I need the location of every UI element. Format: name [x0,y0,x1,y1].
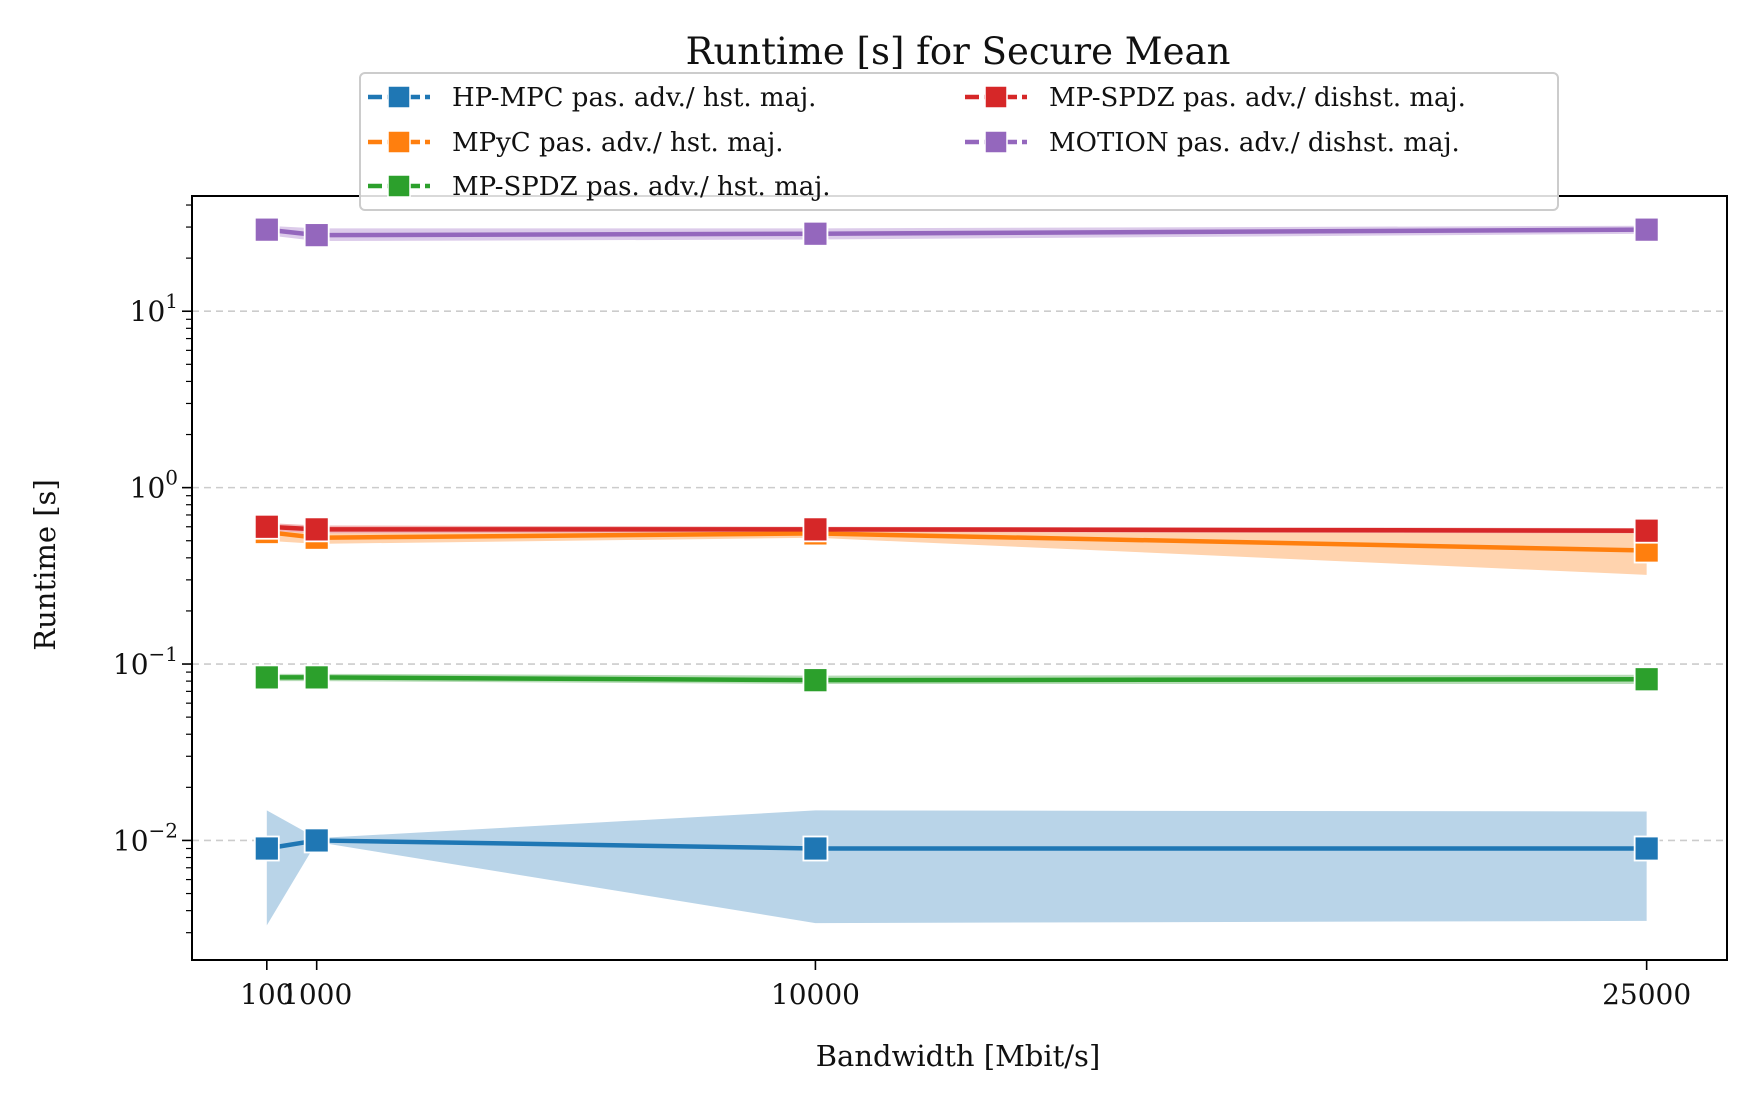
data-point [1633,216,1660,243]
series-line [266,524,1647,533]
y-axis-label: Runtime [s] [28,479,62,651]
series-markers [253,216,1660,862]
data-point [802,220,829,247]
legend-label: HP-MPC pas. adv./ hst. maj. [452,83,816,113]
data-point [303,516,330,543]
data-point [303,827,330,854]
series-line [266,227,1647,238]
series-line [266,838,1647,851]
data-point [303,664,330,691]
y-tick-label: 101 [130,289,178,328]
series-line [266,675,1647,683]
legend-marker [984,85,1008,109]
data-point [802,516,829,543]
legend-marker [387,174,411,198]
legend-entry: MPyC pas. adv./ hst. maj. [368,128,784,158]
legend-entry: MOTION pas. adv./ dishst. maj. [965,128,1460,158]
x-tick-label: 10000 [771,978,860,1011]
legend-label: MP-SPDZ pas. adv./ hst. maj. [452,172,831,202]
legend-entry: HP-MPC pas. adv./ hst. maj. [368,83,816,113]
legend-marker [387,130,411,154]
data-point [303,222,330,249]
x-tick-label: 25000 [1602,978,1691,1011]
legend-label: MP-SPDZ pas. adv./ dishst. maj. [1049,83,1466,113]
legend-entry: MP-SPDZ pas. adv./ hst. maj. [368,172,831,202]
data-point [1633,517,1660,544]
data-point [253,513,280,540]
data-point [253,216,280,243]
data-point [253,664,280,691]
x-tick-label: 100 [240,978,293,1011]
confidence-bands [266,225,1647,926]
y-tick-label: 10−1 [113,642,178,681]
confidence-band [266,526,1647,575]
legend-label: MPyC pas. adv./ hst. maj. [452,128,784,158]
series-line [266,529,1647,553]
legend-box [359,72,1559,211]
data-point [1633,666,1660,693]
confidence-band [266,810,1647,926]
legend-entry: MP-SPDZ pas. adv./ dishst. maj. [965,83,1466,113]
series-lines [266,227,1647,851]
y-axis: 10−2 10−1 100 101 [113,204,192,934]
x-axis-label: Bandwidth [Mbit/s] [816,1039,1101,1073]
y-tick-label: 10−2 [113,818,178,857]
legend-label: MOTION pas. adv./ dishst. maj. [1049,128,1460,158]
data-point [802,835,829,862]
legend-marker [984,130,1008,154]
data-point [802,667,829,694]
y-tick-label: 100 [130,466,178,505]
y-grid [192,310,1727,842]
legend: HP-MPC pas. adv./ hst. maj. MPyC pas. adv… [359,72,1559,211]
data-point [253,835,280,862]
data-point [1633,835,1660,862]
chart-title: Runtime [s] for Secure Mean [686,30,1231,73]
legend-marker [387,85,411,109]
x-tick-label: 1000 [281,978,352,1011]
